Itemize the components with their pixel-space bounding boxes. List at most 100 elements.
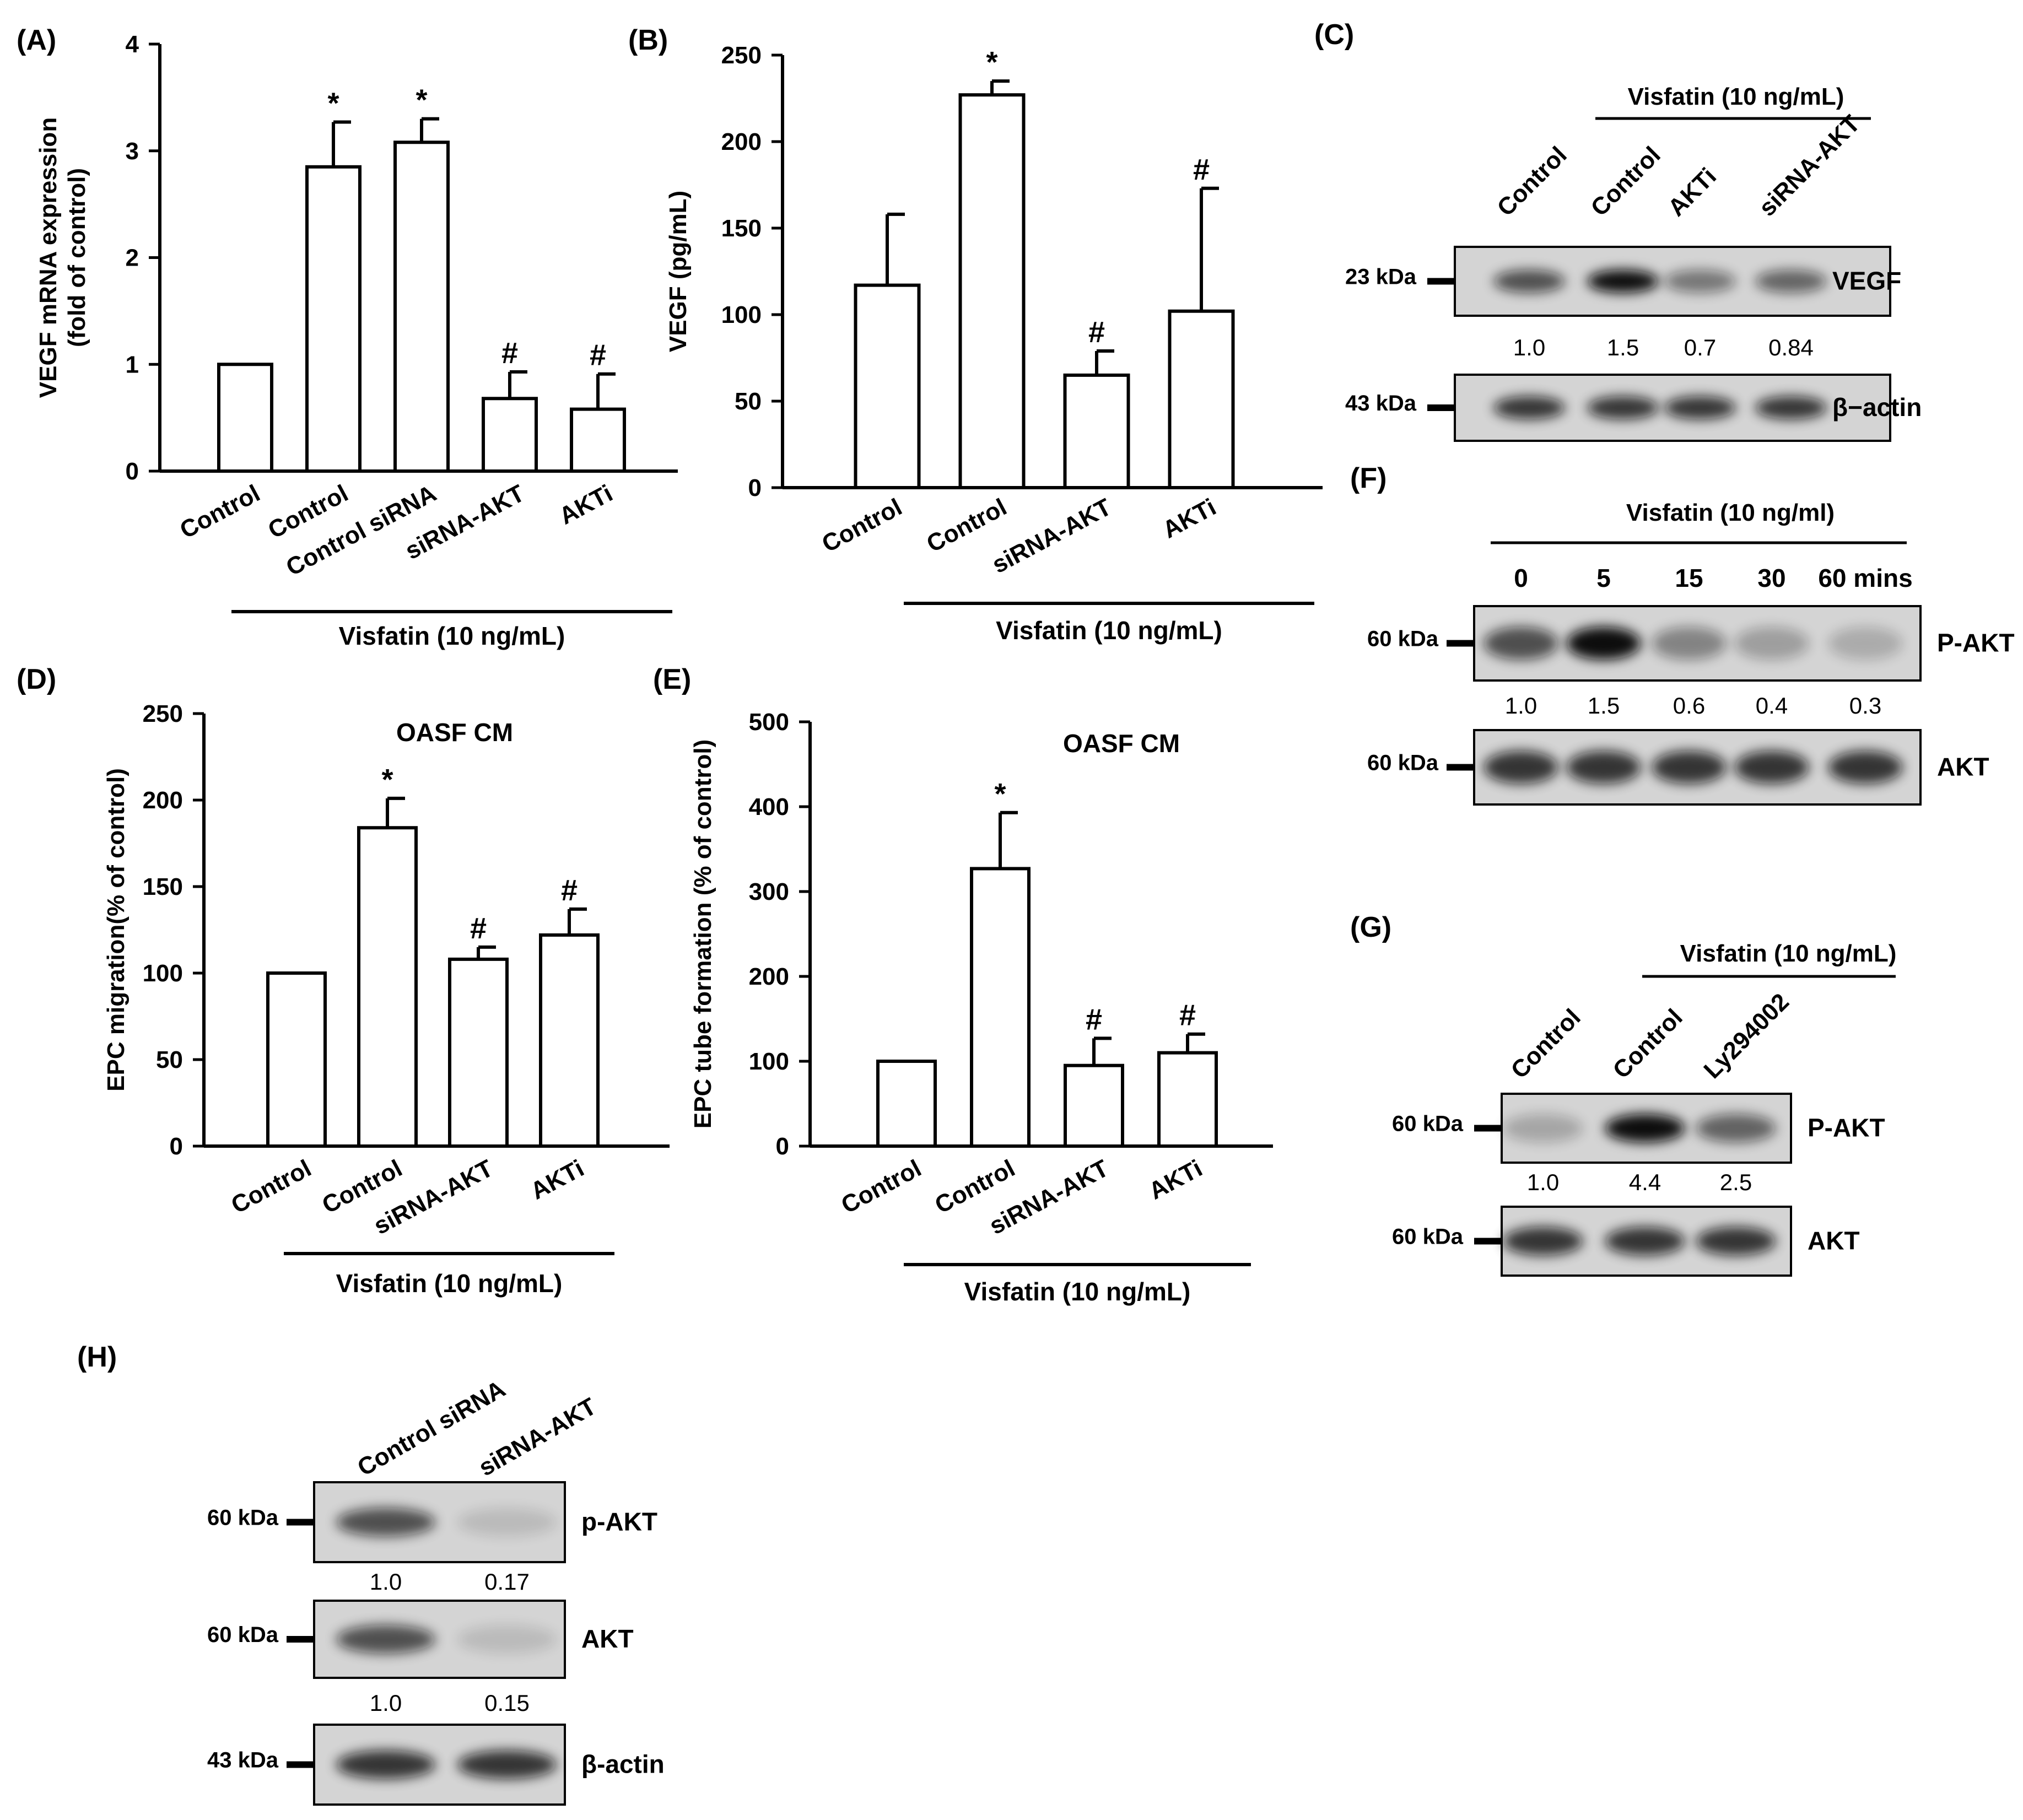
blot-band <box>1664 269 1736 293</box>
bar <box>393 141 450 473</box>
y-tick-label: 200 <box>143 787 183 814</box>
kda-marker-label: 60 kDa <box>1392 1112 1464 1136</box>
y-tick-label: 2 <box>126 245 139 272</box>
significance-marker: * <box>381 763 393 796</box>
blot-band <box>1652 627 1727 660</box>
y-tick-label: 200 <box>721 128 762 155</box>
bar <box>854 283 921 489</box>
y-tick-label: 50 <box>156 1046 183 1073</box>
significance-marker: # <box>470 912 487 945</box>
kda-marker-label: 60 kDa <box>1392 1225 1464 1249</box>
protein-label: β−actin <box>1832 393 1922 422</box>
densitometry-value: 0.4 <box>1756 693 1788 719</box>
bar <box>357 826 418 1148</box>
kda-marker-label: 60 kDa <box>207 1506 279 1530</box>
panel-label-g: (G) <box>1350 911 1391 943</box>
kda-marker-tick <box>287 1636 314 1643</box>
blot-band <box>457 1750 557 1779</box>
blot-band <box>1652 750 1727 784</box>
kda-marker-tick <box>1474 1238 1502 1245</box>
significance-marker: # <box>1193 153 1210 186</box>
lane-label: 5 <box>1596 564 1611 592</box>
bar <box>1064 1063 1124 1148</box>
blot-band <box>1587 269 1659 293</box>
significance-marker: # <box>561 874 578 907</box>
significance-marker: # <box>590 339 606 372</box>
y-axis-title: VEGF mRNA expression(fold of control) <box>35 117 90 398</box>
blot-band <box>1696 1227 1776 1256</box>
blot-band <box>457 1508 557 1537</box>
densitometry-value: 4.4 <box>1629 1169 1661 1195</box>
significance-marker: # <box>1086 1003 1102 1036</box>
bar <box>970 867 1031 1148</box>
significance-marker: * <box>994 777 1006 811</box>
lane-label: 0 <box>1514 564 1528 592</box>
bar <box>448 957 509 1148</box>
blot-band <box>1696 1114 1776 1143</box>
group-label: Visfatin (10 ng/mL) <box>996 616 1222 645</box>
blot-f-pakt-time-course: Visfatin (10 ng/ml) 0 5 15 30 60 mins 60 kDa P-… <box>1367 499 2015 806</box>
kda-marker-tick <box>1447 640 1474 647</box>
densitometry-value: 0.3 <box>1849 693 1881 719</box>
bar <box>482 397 538 473</box>
bar <box>570 407 626 473</box>
densitometry-value: 1.0 <box>1505 693 1537 719</box>
y-tick-label: 100 <box>749 1048 789 1075</box>
significance-marker: * <box>327 87 339 120</box>
blot-band <box>1605 1114 1685 1143</box>
bar <box>1063 373 1130 490</box>
blot-band <box>1503 1114 1583 1143</box>
bar <box>958 93 1026 490</box>
protein-label: p-AKT <box>581 1508 657 1536</box>
y-axis-title-line: (fold of control) <box>63 168 90 347</box>
kda-marker-label: 60 kDa <box>207 1623 279 1647</box>
densitometry-value: 0.84 <box>1768 334 1814 360</box>
y-tick-label: 300 <box>749 878 789 905</box>
kda-marker-label: 43 kDa <box>1345 391 1417 415</box>
blot-band <box>1828 627 1903 660</box>
densitometry-value: 2.5 <box>1720 1169 1752 1195</box>
panel-label-a: (A) <box>17 24 56 56</box>
y-tick-label: 150 <box>143 873 183 900</box>
densitometry-value: 1.0 <box>370 1569 402 1595</box>
densitometry-value: 1.0 <box>1527 1169 1559 1195</box>
densitometry-value: 0.15 <box>484 1690 530 1716</box>
y-axis-title-line: EPC tube formation (% of control) <box>689 739 716 1128</box>
kda-marker-tick <box>1427 278 1455 285</box>
bar <box>876 1060 937 1148</box>
y-tick-label: 1 <box>126 351 139 378</box>
bar <box>266 971 327 1148</box>
blot-band <box>1755 396 1827 419</box>
y-tick-label: 250 <box>721 42 762 69</box>
densitometry-value: 0.17 <box>484 1569 530 1595</box>
blot-band <box>1503 1227 1583 1256</box>
y-tick-label: 200 <box>749 963 789 990</box>
kda-marker-tick <box>287 1519 314 1526</box>
y-tick-label: 100 <box>143 960 183 987</box>
densitometry-value: 1.5 <box>1607 334 1639 360</box>
blot-band <box>1566 627 1641 660</box>
panel-label-d: (D) <box>17 663 56 695</box>
significance-marker: * <box>416 84 427 117</box>
significance-marker: # <box>1179 999 1196 1032</box>
y-tick-label: 4 <box>126 31 139 58</box>
y-tick-label: 400 <box>749 793 789 820</box>
group-label: Visfatin (10 ng/mL) <box>964 1277 1191 1306</box>
panel-label-h: (H) <box>77 1341 117 1373</box>
significance-marker: # <box>501 337 518 370</box>
y-tick-label: 0 <box>748 474 762 501</box>
y-axis-title-line: VEGF mRNA expression <box>35 117 62 398</box>
blot-band <box>1493 269 1565 293</box>
y-axis-title: VEGF (pg/mL) <box>665 191 692 352</box>
y-axis-title: EPC tube formation (% of control) <box>689 739 716 1128</box>
kda-marker-tick <box>287 1761 314 1768</box>
kda-marker-tick <box>1427 404 1455 411</box>
kda-marker-tick <box>1447 764 1474 771</box>
blot-band <box>457 1625 557 1654</box>
protein-label: AKT <box>1937 753 1989 781</box>
panel-label-f: (F) <box>1350 462 1387 494</box>
bar <box>1157 1051 1218 1148</box>
kda-marker-label: 60 kDa <box>1367 751 1439 775</box>
chart-e-epc-tube-formation: 0 100 200 300 400 500 EPC tube formation (% of… <box>689 709 1273 1306</box>
panel-label-b: (B) <box>628 24 668 56</box>
